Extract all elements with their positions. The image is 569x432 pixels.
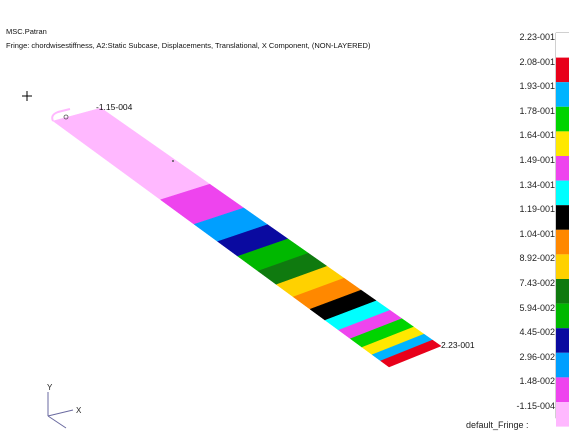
- legend-value-label: 2.23-001: [519, 32, 555, 42]
- legend-name: default_Fringe :: [466, 420, 529, 430]
- legend-value-label: 1.48-002: [519, 376, 555, 387]
- legend-value-label: 4.45-002: [519, 327, 555, 338]
- fringe-band: [52, 107, 211, 200]
- legend-value-label: 1.93-001: [519, 81, 555, 92]
- y-axis-label: Y: [47, 383, 53, 392]
- legend-swatch: [556, 131, 569, 156]
- legend-swatch: [556, 402, 569, 427]
- legend-value-label: 2.08-001: [519, 56, 555, 67]
- legend-swatch: [556, 106, 569, 132]
- legend-value-label: 1.34-001: [519, 179, 555, 190]
- legend-swatch: [556, 254, 569, 279]
- legend-swatch: [556, 328, 569, 353]
- max-value-label: 2.23-001: [441, 340, 475, 350]
- node-marker-icon: [63, 114, 69, 120]
- legend-swatch: [556, 279, 569, 304]
- legend-value-label: -1.15-004: [516, 401, 555, 411]
- legend-swatch: [556, 229, 569, 255]
- legend-value-label: 1.49-001: [519, 155, 555, 165]
- legend-swatch: [556, 303, 569, 329]
- legend-swatch: [556, 180, 569, 206]
- legend-value-label: 1.64-001: [519, 130, 555, 141]
- axis-triad: Y X: [47, 383, 82, 429]
- min-value-label: -1.15-004: [96, 102, 133, 112]
- x-axis-label: X: [76, 406, 82, 415]
- app-title: MSC.Patran: [6, 27, 47, 36]
- legend-swatch: [556, 352, 569, 378]
- fringe-band: [380, 339, 442, 368]
- legend-value-label: 5.94-002: [519, 302, 555, 313]
- legend-swatch: [556, 57, 569, 83]
- legend-value-label: 2.96-002: [519, 351, 555, 362]
- fringe-description: Fringe: chordwisestiffness, A2:Static Su…: [6, 41, 371, 50]
- legend-value-label: 1.19-001: [519, 204, 555, 215]
- legend-value-label: 7.43-002: [519, 278, 555, 288]
- legend-swatch: [556, 156, 569, 181]
- legend-value-label: 1.04-001: [519, 228, 555, 239]
- legend-value-label: 8.92-002: [519, 253, 555, 264]
- fringe-beam: [51, 107, 442, 368]
- legend-swatch: [556, 205, 569, 230]
- legend-swatch: [556, 82, 569, 107]
- legend-swatch: [556, 377, 569, 402]
- node-marker-icon: [172, 160, 174, 162]
- legend-value-label: 1.78-001: [519, 105, 555, 116]
- color-legend: [556, 33, 569, 427]
- legend-swatch: [556, 33, 569, 58]
